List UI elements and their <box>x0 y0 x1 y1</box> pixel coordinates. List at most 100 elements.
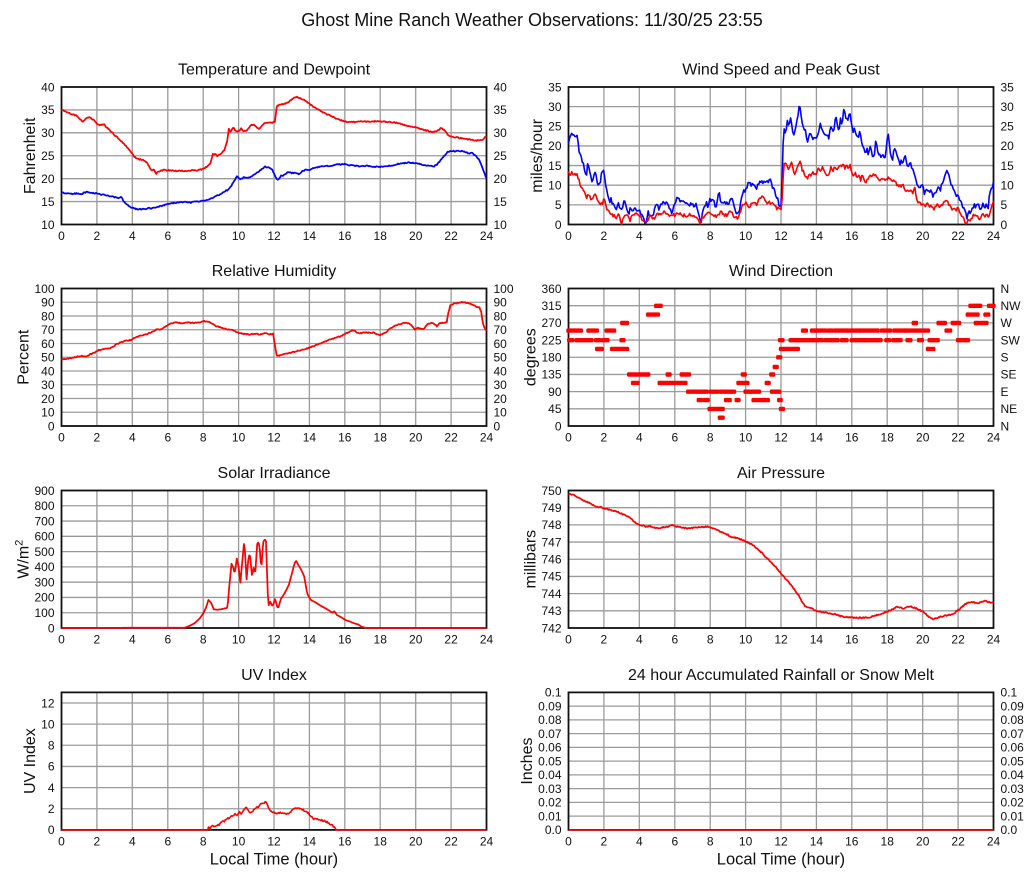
svg-text:20: 20 <box>494 172 508 186</box>
svg-text:Temperature and Dewpoint: Temperature and Dewpoint <box>178 62 371 79</box>
svg-text:6: 6 <box>48 760 55 774</box>
svg-text:18: 18 <box>881 431 895 445</box>
svg-text:25: 25 <box>41 149 55 163</box>
svg-text:6: 6 <box>671 431 678 445</box>
svg-text:16: 16 <box>845 834 859 848</box>
svg-text:16: 16 <box>338 633 352 647</box>
svg-text:35: 35 <box>494 103 508 117</box>
svg-text:22: 22 <box>951 431 965 445</box>
svg-text:30: 30 <box>41 126 55 140</box>
svg-text:12: 12 <box>267 431 281 445</box>
svg-text:40: 40 <box>494 364 508 378</box>
svg-text:24: 24 <box>987 633 1001 647</box>
svg-text:0: 0 <box>58 633 65 647</box>
svg-text:0.1: 0.1 <box>545 686 562 700</box>
svg-text:2: 2 <box>601 229 608 243</box>
svg-text:12: 12 <box>267 229 281 243</box>
svg-text:0: 0 <box>1001 218 1008 232</box>
svg-text:10: 10 <box>739 633 753 647</box>
svg-text:18: 18 <box>374 229 388 243</box>
svg-text:100: 100 <box>34 282 54 296</box>
svg-text:SW: SW <box>1001 333 1021 347</box>
svg-text:6: 6 <box>164 229 171 243</box>
svg-text:0.02: 0.02 <box>1001 796 1025 810</box>
svg-text:30: 30 <box>494 126 508 140</box>
svg-text:743: 743 <box>541 604 561 618</box>
svg-text:24 hour Accumulated Rainfall o: 24 hour Accumulated Rainfall or Snow Mel… <box>628 667 934 684</box>
svg-text:100: 100 <box>34 606 54 620</box>
svg-text:10: 10 <box>1001 179 1015 193</box>
svg-text:30: 30 <box>494 378 508 392</box>
svg-text:60: 60 <box>494 337 508 351</box>
svg-text:6: 6 <box>671 834 678 848</box>
svg-text:40: 40 <box>494 80 508 94</box>
svg-text:24: 24 <box>987 431 1001 445</box>
svg-text:16: 16 <box>845 431 859 445</box>
svg-text:742: 742 <box>541 621 561 635</box>
svg-text:20: 20 <box>494 392 508 406</box>
svg-text:10: 10 <box>232 834 246 848</box>
svg-text:0.07: 0.07 <box>1001 727 1025 741</box>
svg-text:45: 45 <box>548 402 562 416</box>
svg-text:14: 14 <box>303 633 317 647</box>
svg-text:12: 12 <box>774 834 788 848</box>
svg-text:0: 0 <box>565 229 572 243</box>
svg-text:5: 5 <box>1001 198 1008 212</box>
svg-text:20: 20 <box>409 229 423 243</box>
svg-text:Ghost Mine Ranch Weather Obser: Ghost Mine Ranch Weather Observations: 1… <box>301 10 763 30</box>
svg-text:Inches: Inches <box>519 738 536 785</box>
svg-text:100: 100 <box>494 282 514 296</box>
svg-text:0.06: 0.06 <box>538 741 562 755</box>
svg-text:0.0: 0.0 <box>545 823 562 837</box>
svg-text:24: 24 <box>987 229 1001 243</box>
svg-text:8: 8 <box>200 431 207 445</box>
svg-text:0.04: 0.04 <box>1001 768 1025 782</box>
svg-text:10: 10 <box>739 431 753 445</box>
svg-text:6: 6 <box>164 431 171 445</box>
svg-text:20: 20 <box>409 633 423 647</box>
svg-text:0.05: 0.05 <box>1001 754 1025 768</box>
svg-text:miles/hour: miles/hour <box>529 118 546 192</box>
svg-text:20: 20 <box>409 834 423 848</box>
svg-text:10: 10 <box>739 834 753 848</box>
svg-text:6: 6 <box>164 633 171 647</box>
svg-text:10: 10 <box>232 633 246 647</box>
svg-text:12: 12 <box>774 633 788 647</box>
svg-text:Percent: Percent <box>16 329 33 385</box>
svg-text:0: 0 <box>48 419 55 433</box>
svg-text:0.01: 0.01 <box>538 809 562 823</box>
svg-text:4: 4 <box>48 781 55 795</box>
svg-text:10: 10 <box>232 431 246 445</box>
svg-text:16: 16 <box>845 633 859 647</box>
svg-text:22: 22 <box>444 834 458 848</box>
svg-text:10: 10 <box>739 229 753 243</box>
svg-text:10: 10 <box>41 218 55 232</box>
svg-text:Air Pressure: Air Pressure <box>737 465 825 482</box>
svg-text:40: 40 <box>41 364 55 378</box>
svg-text:0.03: 0.03 <box>1001 782 1025 796</box>
svg-text:0.05: 0.05 <box>538 754 562 768</box>
svg-text:0: 0 <box>565 834 572 848</box>
svg-text:15: 15 <box>41 195 55 209</box>
svg-text:W/m2: W/m2 <box>14 540 33 579</box>
svg-text:Wind Speed and Peak Gust: Wind Speed and Peak Gust <box>682 62 880 79</box>
svg-text:10: 10 <box>41 717 55 731</box>
svg-text:30: 30 <box>548 100 562 114</box>
svg-text:22: 22 <box>444 633 458 647</box>
svg-text:8: 8 <box>48 739 55 753</box>
svg-text:12: 12 <box>774 229 788 243</box>
svg-text:20: 20 <box>916 431 930 445</box>
svg-text:24: 24 <box>480 633 494 647</box>
svg-text:50: 50 <box>494 351 508 365</box>
svg-text:70: 70 <box>494 323 508 337</box>
svg-text:Local Time (hour): Local Time (hour) <box>210 850 338 868</box>
svg-text:10: 10 <box>494 218 508 232</box>
svg-text:20: 20 <box>409 431 423 445</box>
svg-text:270: 270 <box>541 316 561 330</box>
svg-text:80: 80 <box>494 309 508 323</box>
svg-text:6: 6 <box>671 229 678 243</box>
svg-text:14: 14 <box>810 431 824 445</box>
svg-text:35: 35 <box>41 103 55 117</box>
svg-text:35: 35 <box>548 80 562 94</box>
svg-text:20: 20 <box>41 172 55 186</box>
